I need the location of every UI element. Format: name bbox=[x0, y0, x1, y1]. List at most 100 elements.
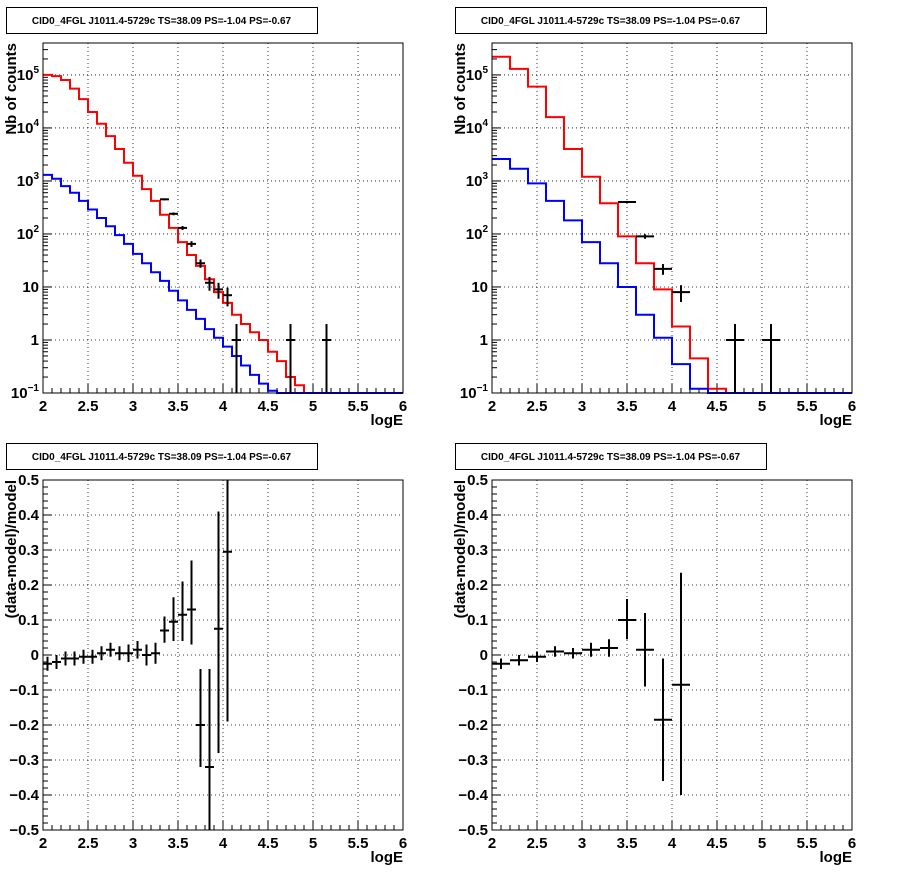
data-point bbox=[582, 642, 600, 657]
y-tick-label: −0.4 bbox=[9, 787, 39, 804]
data-point bbox=[564, 648, 582, 659]
x-tick-label: 4 bbox=[219, 835, 228, 852]
y-tick-label: 1 bbox=[31, 332, 39, 349]
y-tick-label: 103 bbox=[17, 171, 40, 190]
data-point bbox=[205, 669, 214, 830]
data-point bbox=[223, 287, 232, 307]
y-tick-label: −0.5 bbox=[9, 822, 39, 839]
x-tick-label: 5 bbox=[758, 835, 766, 852]
x-tick-label: 3 bbox=[578, 835, 586, 852]
data-point bbox=[52, 655, 61, 669]
y-tick-label: 105 bbox=[466, 65, 489, 84]
y-tick-label: 102 bbox=[466, 224, 489, 243]
title-box bbox=[6, 443, 318, 470]
data-point bbox=[214, 511, 223, 753]
chart-panel-4: CID0_4FGL J1011.4-5729c TS=38.09 PS=-1.0… bbox=[452, 443, 856, 866]
x-tick-label: 6 bbox=[399, 398, 407, 415]
chart-panel-2: CID0_4FGL J1011.4-5729c TS=38.09 PS=-1.0… bbox=[452, 7, 856, 429]
data-point bbox=[160, 616, 169, 643]
x-axis-label: logE bbox=[371, 412, 404, 429]
data-point bbox=[618, 599, 636, 640]
x-tick-label: 3 bbox=[129, 398, 137, 415]
y-tick-label: −0.5 bbox=[458, 822, 488, 839]
y-axis-label: Nb of counts bbox=[452, 43, 469, 135]
data-point bbox=[636, 613, 654, 687]
y-tick-label: 0 bbox=[480, 647, 488, 664]
y-tick-label: 10−1 bbox=[11, 383, 40, 402]
chart-title: CID0_4FGL J1011.4-5729c TS=38.09 PS=-1.0… bbox=[32, 16, 292, 27]
data-point bbox=[178, 581, 187, 641]
x-tick-label: 5 bbox=[309, 398, 317, 415]
y-tick-label: 0.1 bbox=[18, 612, 39, 629]
y-tick-label: 0.4 bbox=[467, 507, 489, 524]
y-tick-label: 104 bbox=[466, 118, 489, 137]
data-point bbox=[618, 200, 636, 204]
y-tick-label: 10 bbox=[471, 279, 488, 296]
x-tick-label: 4 bbox=[668, 398, 677, 415]
y-tick-label: 1 bbox=[480, 332, 488, 349]
data-point bbox=[286, 324, 295, 393]
plot-frame bbox=[491, 479, 853, 831]
y-tick-label: 103 bbox=[466, 171, 489, 190]
data-point bbox=[600, 639, 618, 657]
data-point bbox=[178, 226, 187, 230]
y-axis-label: (data-model)/model bbox=[3, 480, 20, 618]
y-tick-label: −0.3 bbox=[458, 752, 488, 769]
y-tick-label: 0.2 bbox=[467, 577, 488, 594]
x-tick-label: 3.5 bbox=[617, 398, 638, 415]
x-tick-label: 2 bbox=[39, 835, 47, 852]
x-tick-label: 3.5 bbox=[168, 835, 189, 852]
y-tick-label: 0.5 bbox=[18, 472, 39, 489]
x-tick-label: 4 bbox=[668, 835, 677, 852]
data-point bbox=[528, 651, 546, 662]
data-point bbox=[510, 655, 528, 666]
data-point bbox=[223, 480, 232, 722]
data-point bbox=[232, 324, 241, 393]
x-tick-label: 5.5 bbox=[348, 398, 369, 415]
title-box bbox=[455, 443, 767, 470]
x-tick-label: 4.5 bbox=[707, 398, 728, 415]
x-tick-label: 2 bbox=[39, 398, 47, 415]
data-point bbox=[133, 641, 142, 659]
data-point bbox=[672, 285, 690, 303]
x-tick-label: 5.5 bbox=[348, 835, 369, 852]
y-tick-label: 10−1 bbox=[460, 383, 489, 402]
y-tick-label: −0.4 bbox=[458, 787, 488, 804]
data-point bbox=[636, 234, 654, 239]
y-tick-label: −0.2 bbox=[458, 717, 488, 734]
data-point bbox=[169, 212, 178, 216]
x-tick-label: 5 bbox=[309, 835, 317, 852]
data-point bbox=[160, 198, 169, 201]
x-axis-label: logE bbox=[820, 849, 853, 866]
x-tick-label: 2 bbox=[488, 835, 496, 852]
x-axis-label: logE bbox=[820, 412, 853, 429]
y-tick-label: 10 bbox=[22, 279, 39, 296]
x-tick-label: 4.5 bbox=[707, 835, 728, 852]
y-tick-label: 104 bbox=[17, 118, 40, 137]
data-point bbox=[97, 646, 106, 661]
data-point bbox=[169, 597, 178, 641]
data-point bbox=[546, 646, 564, 657]
data-point bbox=[196, 259, 205, 268]
data-point bbox=[151, 642, 160, 664]
data-point bbox=[214, 282, 223, 299]
y-tick-label: 0.1 bbox=[467, 612, 488, 629]
x-tick-label: 2.5 bbox=[78, 398, 99, 415]
y-tick-label: 105 bbox=[17, 65, 40, 84]
data-point bbox=[106, 642, 115, 657]
data-point bbox=[654, 264, 672, 275]
plot-frame bbox=[491, 42, 853, 394]
y-tick-label: −0.1 bbox=[9, 682, 39, 699]
plot-frame bbox=[42, 479, 404, 831]
x-tick-label: 3.5 bbox=[617, 835, 638, 852]
y-tick-label: 102 bbox=[17, 224, 40, 243]
x-tick-label: 5.5 bbox=[797, 835, 818, 852]
x-tick-label: 6 bbox=[848, 835, 856, 852]
y-tick-label: 0 bbox=[31, 647, 39, 664]
data-point bbox=[61, 651, 70, 666]
x-tick-label: 4.5 bbox=[258, 398, 279, 415]
data-point bbox=[196, 669, 205, 767]
data-point bbox=[124, 644, 133, 662]
y-tick-label: −0.1 bbox=[458, 682, 488, 699]
